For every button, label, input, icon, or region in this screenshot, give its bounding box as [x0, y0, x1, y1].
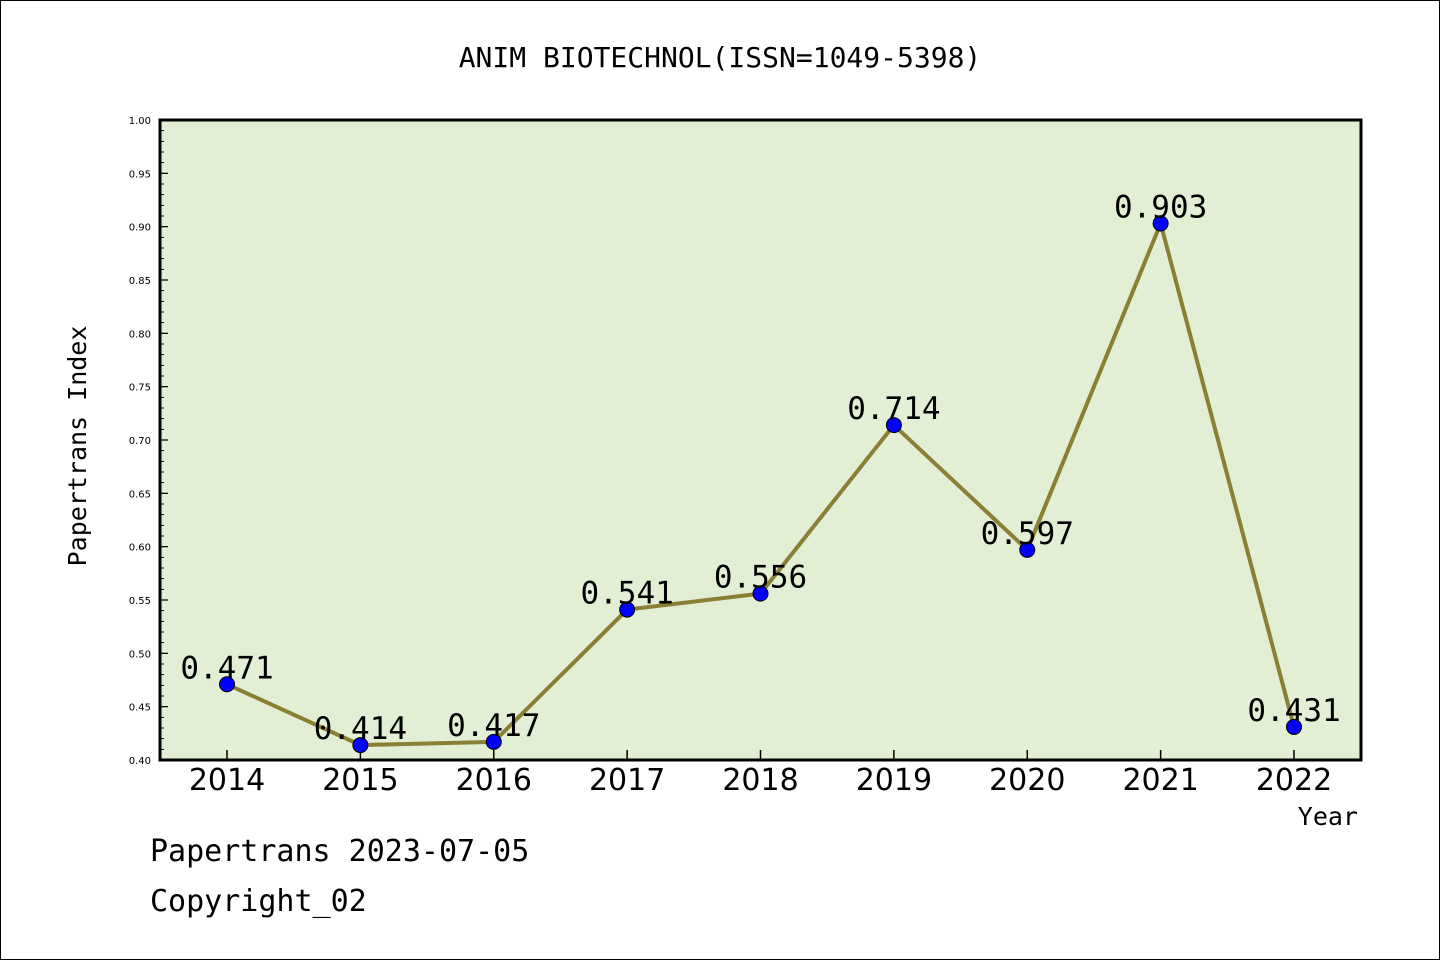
data-point: [1019, 541, 1036, 558]
x-tick-label: 2015: [322, 763, 398, 798]
y-tick-label: 0.85: [129, 276, 151, 287]
x-tick-label: 2020: [989, 763, 1065, 798]
footer-copyright: Copyright_02: [150, 884, 367, 919]
data-point: [619, 601, 636, 618]
y-tick-label: 0.65: [129, 489, 151, 500]
y-tick-label: 1.00: [129, 116, 151, 127]
x-tick-label: 2019: [856, 763, 932, 798]
x-tick-label: 2018: [722, 763, 798, 798]
y-axis-label: Papertrans Index: [63, 326, 92, 567]
data-point: [1152, 215, 1169, 232]
y-tick-label: 0.55: [129, 596, 151, 607]
y-tick-label: 0.95: [129, 169, 151, 180]
y-tick-label: 0.90: [129, 223, 151, 234]
data-point: [352, 737, 369, 754]
data-label: 0.431: [1247, 693, 1340, 729]
data-point: [752, 585, 769, 602]
data-label: 0.556: [714, 560, 807, 596]
y-tick-label: 0.45: [129, 703, 151, 714]
data-point: [485, 733, 502, 750]
data-point: [885, 417, 902, 434]
footer-date: Papertrans 2023-07-05: [150, 834, 530, 869]
data-point: [219, 676, 235, 693]
data-label: 0.903: [1114, 189, 1207, 225]
x-tick-label: 2016: [456, 763, 532, 798]
y-tick-label: 0.70: [129, 436, 151, 447]
data-label: 0.541: [580, 576, 673, 612]
data-label: 0.597: [981, 516, 1074, 552]
data-labels: 0.471 0.414 0.417 0.541 0.556 0.714 0.597 0.903…: [180, 189, 1340, 747]
y-tick-label: 0.75: [129, 383, 151, 394]
y-tick-label: 0.80: [129, 329, 151, 340]
y-tick-label: 0.50: [129, 649, 151, 660]
y-axis-ticks: 0.40 0.45 0.50 0.55 0.60 0.65 0.70 0.75 0.80 0.85…: [129, 116, 168, 767]
data-points: [219, 215, 1302, 754]
chart-title: ANIM BIOTECHNOL(ISSN=1049-5398): [459, 41, 982, 74]
x-axis-ticks: 2014 2015 2016 2017 2018 2019 2020 2021 2022: [189, 750, 1332, 798]
x-tick-label: 2021: [1122, 763, 1198, 798]
data-label: 0.714: [847, 391, 940, 427]
x-tick-label: 2022: [1256, 763, 1332, 798]
data-point: [1286, 718, 1302, 735]
y-tick-label: 0.60: [129, 543, 151, 554]
x-tick-label: 2014: [189, 763, 265, 798]
x-tick-label: 2017: [589, 763, 665, 798]
y-tick-label: 0.40: [129, 756, 151, 767]
data-label: 0.414: [314, 711, 407, 747]
x-axis-label: Year: [1298, 802, 1358, 831]
data-label: 0.471: [180, 650, 273, 686]
data-label: 0.417: [447, 708, 540, 744]
